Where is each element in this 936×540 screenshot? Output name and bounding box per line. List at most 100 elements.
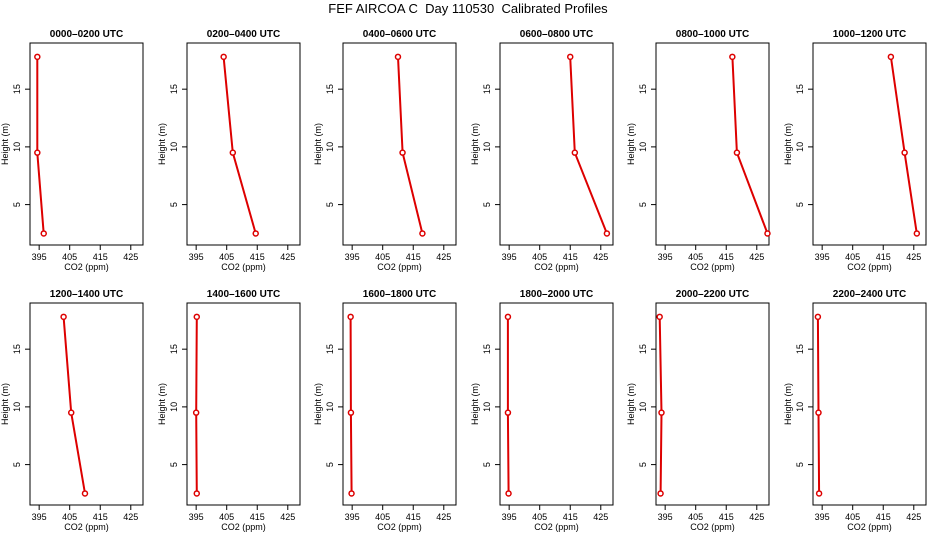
profile-panel: 1600–1800 UTC 395 405 415 425 5 10 15 CO2 (ppm) H… <box>313 289 457 532</box>
y-tick-label: 15 <box>325 344 335 354</box>
plot-frame <box>342 302 457 506</box>
plot-frame <box>186 42 301 246</box>
x-tick-label: 415 <box>876 512 891 522</box>
x-tick-label: 395 <box>189 512 204 522</box>
x-tick-label: 405 <box>688 512 703 522</box>
profile-point <box>764 230 771 237</box>
y-tick-label: 10 <box>169 402 179 412</box>
y-tick-label: 5 <box>12 462 22 467</box>
plot-frame <box>186 302 301 506</box>
y-axis-label: Height (m) <box>157 123 167 165</box>
x-tick-label: 415 <box>250 512 265 522</box>
profile-line <box>36 56 45 234</box>
y-tick-label: 5 <box>795 202 805 207</box>
x-tick-label: 425 <box>280 252 295 262</box>
y-tick-label: 5 <box>482 462 492 467</box>
x-tick-label: 395 <box>345 512 360 522</box>
y-axis-label: Height (m) <box>470 123 480 165</box>
panel-title: 2200–2400 UTC <box>833 289 906 300</box>
x-tick-label: 395 <box>345 252 360 262</box>
profile-panel: 2200–2400 UTC 395 405 415 425 5 10 15 CO2 (ppm) H… <box>783 289 927 532</box>
y-axis-label: Height (m) <box>313 383 323 425</box>
x-tick-label: 415 <box>563 512 578 522</box>
profile-point <box>229 149 237 156</box>
profile-line <box>569 56 608 234</box>
profile-point <box>399 149 406 156</box>
x-tick-label: 415 <box>93 512 108 522</box>
x-tick-label: 425 <box>436 252 451 262</box>
y-tick-label: 10 <box>482 402 492 412</box>
plot-frame <box>29 302 144 506</box>
x-tick-label: 405 <box>62 512 77 522</box>
x-axis-label: CO2 (ppm) <box>847 522 892 532</box>
x-axis-label: CO2 (ppm) <box>534 522 579 532</box>
y-axis-label: Height (m) <box>783 123 793 165</box>
x-tick-label: 395 <box>658 252 673 262</box>
profile-panel: 0600–0800 UTC 395 405 415 425 5 10 15 CO2 (ppm) H… <box>470 29 614 272</box>
profile-point <box>67 409 75 416</box>
x-tick-label: 425 <box>436 512 451 522</box>
profile-point <box>814 313 822 321</box>
profile-point <box>252 230 259 237</box>
profile-line <box>349 316 353 494</box>
y-axis-label: Height (m) <box>783 383 793 425</box>
panel-title: 0000–0200 UTC <box>50 29 123 40</box>
y-tick-label: 5 <box>169 462 179 467</box>
profile-panel: 0400–0600 UTC 395 405 415 425 5 10 15 CO2 (ppm) H… <box>313 29 457 272</box>
y-tick-label: 10 <box>325 142 335 152</box>
y-axis-label: Height (m) <box>626 383 636 425</box>
profile-point <box>815 490 823 497</box>
panel-title: 0200–0400 UTC <box>207 29 280 40</box>
panel-title: 1000–1200 UTC <box>833 29 906 40</box>
figure-title: FEF AIRCOA C Day 110530 Calibrated Profi… <box>328 1 608 16</box>
y-tick-label: 15 <box>12 344 22 354</box>
profile-line <box>816 316 821 494</box>
x-tick-label: 405 <box>62 252 77 262</box>
panel-title: 1800–2000 UTC <box>520 289 593 300</box>
y-tick-label: 15 <box>169 344 179 354</box>
plot-frame <box>29 42 144 246</box>
profile-line <box>731 56 769 234</box>
x-axis-label: CO2 (ppm) <box>847 262 892 272</box>
plot-frame <box>655 42 770 246</box>
profile-line <box>62 316 86 494</box>
y-tick-label: 5 <box>638 202 648 207</box>
profile-point <box>566 53 574 61</box>
panel-title: 0400–0600 UTC <box>363 29 436 40</box>
x-tick-label: 425 <box>906 252 921 262</box>
y-tick-label: 5 <box>169 202 179 207</box>
profile-point <box>504 409 512 416</box>
x-axis-label: CO2 (ppm) <box>64 522 109 532</box>
profile-point <box>419 230 426 237</box>
profile-point <box>347 313 354 321</box>
x-tick-label: 405 <box>219 252 234 262</box>
y-axis-label: Height (m) <box>470 383 480 425</box>
x-axis-label: CO2 (ppm) <box>64 262 109 272</box>
x-tick-label: 415 <box>719 512 734 522</box>
plot-frame <box>812 42 927 246</box>
y-tick-label: 5 <box>12 202 22 207</box>
x-tick-label: 405 <box>375 512 390 522</box>
panel-title: 1400–1600 UTC <box>207 289 280 300</box>
profile-point <box>81 490 89 497</box>
y-tick-label: 15 <box>638 84 648 94</box>
y-tick-label: 10 <box>638 402 648 412</box>
panel-title: 0600–0800 UTC <box>520 29 593 40</box>
y-tick-label: 10 <box>169 142 179 152</box>
x-tick-label: 425 <box>593 252 608 262</box>
y-axis-label: Height (m) <box>626 123 636 165</box>
x-axis-label: CO2 (ppm) <box>690 262 735 272</box>
plot-frame <box>499 302 614 506</box>
y-tick-label: 15 <box>795 84 805 94</box>
plot-frame <box>812 302 927 506</box>
y-tick-label: 15 <box>325 84 335 94</box>
x-tick-label: 415 <box>93 252 108 262</box>
y-tick-label: 5 <box>325 202 335 207</box>
x-tick-label: 405 <box>845 512 860 522</box>
x-tick-label: 425 <box>593 512 608 522</box>
y-tick-label: 10 <box>638 142 648 152</box>
y-tick-label: 15 <box>482 344 492 354</box>
profile-point <box>656 313 663 321</box>
profile-line <box>889 56 918 234</box>
